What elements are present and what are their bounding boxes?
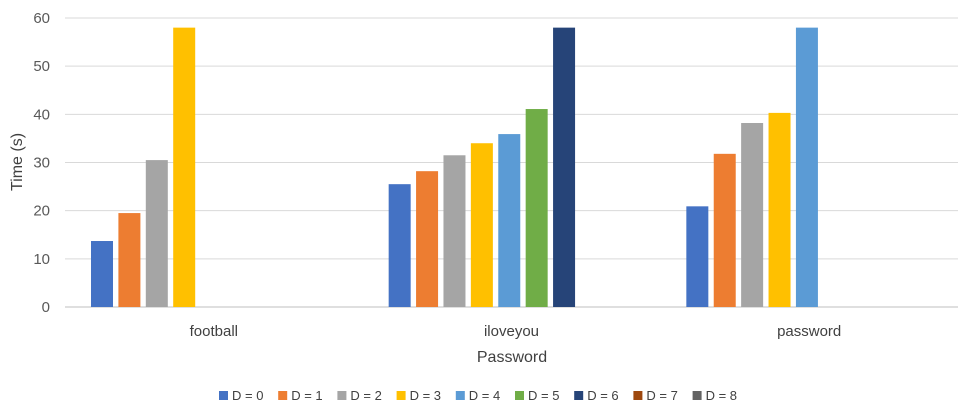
y-tick-label: 60 xyxy=(33,10,50,27)
bar-password-d2 xyxy=(741,123,764,308)
bar-iloveyou-d5 xyxy=(525,109,548,307)
legend-label: D = 6 xyxy=(587,388,618,403)
legend-label: D = 3 xyxy=(410,388,441,403)
bar-iloveyou-d0 xyxy=(388,184,411,307)
legend-swatch xyxy=(337,391,347,400)
bar-iloveyou-d4 xyxy=(498,134,521,307)
bar-iloveyou-d6 xyxy=(553,27,576,308)
legend-label: D = 0 xyxy=(232,388,263,403)
y-tick-label: 10 xyxy=(33,251,50,268)
legend-label: D = 5 xyxy=(528,388,559,403)
bars xyxy=(91,27,818,308)
bar-football-d3 xyxy=(173,27,196,308)
y-tick-label: 50 xyxy=(33,58,50,75)
legend-label: D = 4 xyxy=(469,388,500,403)
y-axis-ticks: 0 10 20 30 40 50 60 xyxy=(33,10,50,316)
y-tick-label: 40 xyxy=(33,106,50,123)
bar-football-d1 xyxy=(118,213,141,307)
y-tick-label: 30 xyxy=(33,155,50,172)
y-tick-label: 20 xyxy=(33,203,50,220)
x-axis-title: Password xyxy=(477,349,547,366)
legend-swatch xyxy=(692,391,702,400)
bar-football-d2 xyxy=(145,160,168,307)
legend-swatch xyxy=(633,391,643,400)
bar-password-d4 xyxy=(795,27,818,308)
bar-iloveyou-d2 xyxy=(443,155,466,307)
bar-password-d3 xyxy=(768,112,791,307)
legend-swatch xyxy=(278,391,288,400)
legend-label: D = 1 xyxy=(291,388,322,403)
legend-label: D = 2 xyxy=(350,388,381,403)
legend-swatch xyxy=(515,391,524,400)
x-category-label: iloveyou xyxy=(484,323,539,340)
bar-iloveyou-d3 xyxy=(470,143,493,307)
legend: D = 0 D = 1 D = 2 D = 3 D = 4 D = 5 D = 6 D = 7… xyxy=(219,388,737,403)
bar-iloveyou-d1 xyxy=(416,171,439,307)
bar-password-d1 xyxy=(713,153,736,307)
legend-swatch xyxy=(396,391,406,400)
legend-swatch xyxy=(219,391,228,400)
y-axis-title: Time (s) xyxy=(9,133,26,191)
legend-swatch xyxy=(455,391,465,400)
x-axis-categories: football iloveyou password xyxy=(190,323,842,340)
x-category-label: password xyxy=(777,323,841,340)
y-tick-label: 0 xyxy=(42,299,50,316)
x-category-label: football xyxy=(190,323,238,340)
legend-label: D = 7 xyxy=(646,388,677,403)
bar-password-d0 xyxy=(686,206,709,307)
bar-football-d0 xyxy=(91,241,113,307)
legend-label: D = 8 xyxy=(706,388,737,403)
legend-swatch xyxy=(574,391,584,400)
